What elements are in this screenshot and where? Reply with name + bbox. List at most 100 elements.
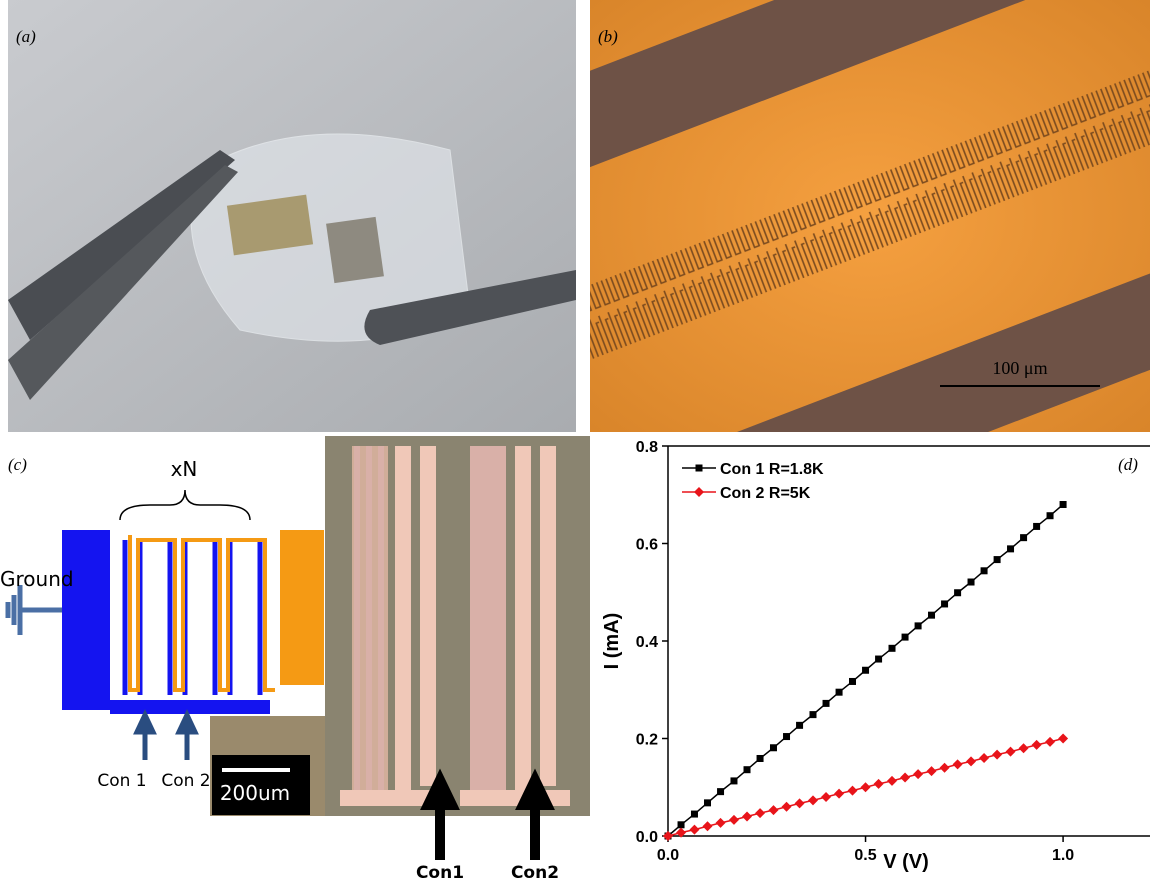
electrode <box>515 446 531 806</box>
marker <box>862 667 869 674</box>
marker <box>1006 747 1016 757</box>
marker <box>742 812 752 822</box>
electrode <box>395 446 411 806</box>
marker <box>861 782 871 792</box>
marker <box>889 645 896 652</box>
x-tick-label: 0.0 <box>657 847 679 864</box>
y-tick-label: 0.2 <box>636 732 658 749</box>
legend-marker <box>694 487 704 497</box>
marker <box>704 799 711 806</box>
x-axis-label: V (V) <box>883 851 929 873</box>
marker <box>678 821 685 828</box>
y-tick-label: 0.0 <box>636 829 658 846</box>
marker <box>716 818 726 828</box>
marker <box>730 777 737 784</box>
scale-label: 200um <box>220 781 290 805</box>
marker <box>782 802 792 812</box>
y-tick-label: 0.4 <box>636 634 658 651</box>
panel-label: (c) <box>8 455 27 474</box>
marker <box>928 612 935 619</box>
marker <box>1019 743 1029 753</box>
panel-a: (a) <box>8 0 576 432</box>
marker <box>994 556 1001 563</box>
marker <box>821 792 831 802</box>
repeat-label: xN <box>171 457 198 481</box>
marker <box>913 769 923 779</box>
marker <box>1045 737 1055 747</box>
con-label: Con1 <box>416 863 464 880</box>
marker <box>900 773 910 783</box>
ground-bus <box>110 700 270 714</box>
y-tick-label: 0.8 <box>636 439 658 456</box>
marker <box>717 788 724 795</box>
panel-label: (d) <box>1118 455 1138 474</box>
marker <box>770 744 777 751</box>
marker <box>981 567 988 574</box>
marker <box>757 755 764 762</box>
marker <box>915 622 922 629</box>
figure: (a) 100 μm (b) <box>0 0 1150 880</box>
y-axis-label: I (mA) <box>601 613 623 670</box>
legend-label: Con 1 R=1.8K <box>720 461 824 478</box>
electrode <box>420 446 436 786</box>
marker <box>968 579 975 586</box>
marker <box>927 766 937 776</box>
marker <box>953 759 963 769</box>
marker <box>979 753 989 763</box>
electrode <box>540 446 556 786</box>
panel-c: 200um Ground xN Con 1 Con 2 Con1 Con2 (c… <box>0 436 590 880</box>
marker <box>992 750 1002 760</box>
marker <box>902 634 909 641</box>
device <box>326 217 384 283</box>
marker <box>729 815 739 825</box>
marker <box>954 589 961 596</box>
marker <box>1058 734 1068 744</box>
y-tick-label: 0.6 <box>636 537 658 554</box>
marker <box>1047 512 1054 519</box>
marker <box>941 600 948 607</box>
marker <box>808 795 818 805</box>
marker <box>768 805 778 815</box>
marker <box>874 779 884 789</box>
marker <box>940 763 950 773</box>
marker <box>783 733 790 740</box>
con-label: Con 2 <box>161 771 210 791</box>
marker <box>887 776 897 786</box>
fingers <box>352 446 388 796</box>
marker <box>795 798 805 808</box>
marker <box>691 811 698 818</box>
x-tick-label: 0.5 <box>854 847 876 864</box>
marker <box>703 821 713 831</box>
legend-label: Con 2 R=5K <box>720 485 811 502</box>
electrode <box>460 790 570 806</box>
marker <box>849 678 856 685</box>
electrode <box>470 446 506 796</box>
panel-d: (d) V (V) I (mA) 0.0 0.2 0.4 0.6 0.8 0.0 0.5 1.… <box>601 439 1150 873</box>
x-tick-label: 1.0 <box>1052 847 1074 864</box>
marker <box>1007 545 1014 552</box>
marker <box>834 789 844 799</box>
panel-label: (a) <box>16 27 36 46</box>
panel-label: (b) <box>598 27 618 46</box>
con-label: Con2 <box>511 863 559 880</box>
scale-label: 100 μm <box>992 358 1047 378</box>
marker <box>1060 501 1067 508</box>
marker <box>875 656 882 663</box>
legend-marker <box>696 465 703 472</box>
marker <box>848 786 858 796</box>
signal-pad <box>280 530 324 685</box>
marker <box>755 808 765 818</box>
arrow <box>137 715 195 760</box>
marker <box>966 756 976 766</box>
marker <box>744 766 751 773</box>
marker <box>796 722 803 729</box>
con-label: Con 1 <box>97 771 146 791</box>
marker <box>809 711 816 718</box>
ground-label: Ground <box>0 567 74 591</box>
marker <box>1020 534 1027 541</box>
marker <box>1032 740 1042 750</box>
marker <box>823 700 830 707</box>
marker <box>1033 523 1040 530</box>
ground-pad <box>62 530 110 710</box>
marker <box>689 825 699 835</box>
